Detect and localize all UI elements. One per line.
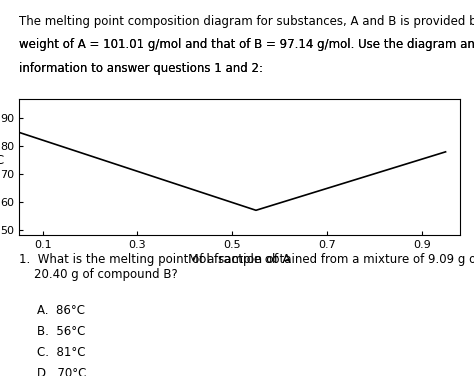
Text: C.  81°C: C. 81°C: [36, 346, 85, 359]
Text: information to answer questions 1 and 2:: information to answer questions 1 and 2:: [19, 62, 263, 75]
Text: 1.  What is the melting point of a sample obtained from a mixture of 9.09 g of c: 1. What is the melting point of a sample…: [19, 252, 474, 281]
Y-axis label: °C: °C: [0, 154, 5, 167]
Text: information to answer questions 1 and 2:: information to answer questions 1 and 2:: [19, 62, 263, 75]
Text: weight of A = 101.01 g/mol and that of B = 97.14 g/mol. Use the diagram and corr: weight of A = 101.01 g/mol and that of B…: [19, 38, 474, 52]
Text: B.  56°C: B. 56°C: [36, 325, 85, 338]
Text: weight of A = 101.01 g/mol and that of B = 97.14 g/mol. Use the diagram and corr: weight of A = 101.01 g/mol and that of B…: [19, 38, 474, 52]
Text: The melting point composition diagram for substances, A and B is provided below.: The melting point composition diagram fo…: [19, 15, 474, 28]
Text: D.  70°C: D. 70°C: [36, 367, 86, 376]
Text: A.  86°C: A. 86°C: [36, 304, 84, 317]
X-axis label: Mol fraction of A: Mol fraction of A: [188, 253, 291, 266]
